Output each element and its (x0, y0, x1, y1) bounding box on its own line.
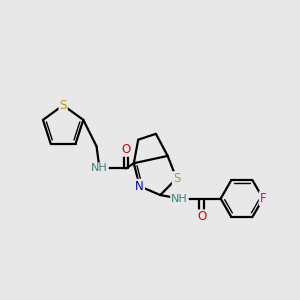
Text: S: S (59, 99, 67, 112)
Text: O: O (197, 210, 206, 223)
Text: N: N (135, 180, 144, 193)
Text: NH: NH (171, 194, 188, 204)
Text: NH: NH (91, 164, 108, 173)
Text: S: S (173, 172, 180, 185)
Text: F: F (260, 192, 266, 205)
Text: O: O (122, 143, 130, 156)
